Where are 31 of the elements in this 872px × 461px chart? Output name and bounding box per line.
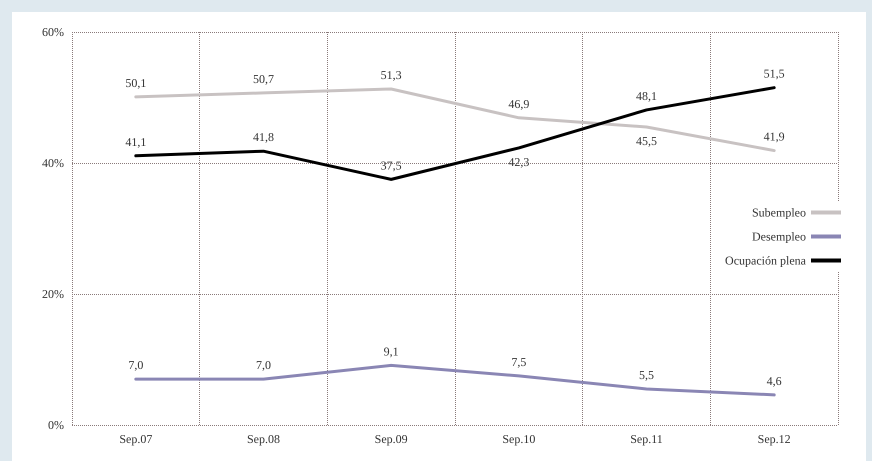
y-tick-label: 40% [42, 156, 64, 170]
data-label: 41,8 [253, 130, 274, 144]
y-tick-label: 60% [42, 25, 64, 39]
data-label: 4,6 [766, 374, 782, 388]
data-label: 46,9 [508, 96, 530, 111]
data-label: 50,1 [125, 76, 146, 90]
y-tick-label: 20% [42, 287, 64, 301]
data-label: 5,5 [639, 368, 654, 382]
legend-label: Desempleo [752, 230, 806, 244]
data-label: 48,1 [636, 88, 657, 103]
legend-label: Ocupación plena [725, 254, 807, 268]
x-tick-label: Sep.10 [502, 432, 536, 446]
data-label: 9,1 [384, 344, 399, 358]
data-label: 37,5 [380, 158, 402, 172]
y-tick-label: 0% [48, 418, 64, 432]
data-label: 51,3 [380, 68, 402, 82]
data-label: 42,3 [508, 154, 530, 169]
data-label: 45,5 [636, 134, 657, 148]
x-tick-label: Sep.09 [374, 432, 408, 446]
data-label: 50,7 [253, 72, 274, 86]
data-label: 7,5 [511, 354, 526, 369]
x-tick-label: Sep.07 [119, 432, 152, 446]
legend-label: Subempleo [752, 206, 806, 220]
data-label: 51,5 [764, 66, 785, 81]
x-tick-label: Sep.11 [630, 432, 663, 446]
x-tick-label: Sep.08 [247, 432, 280, 446]
data-label: 7,0 [128, 358, 144, 372]
x-tick-label: Sep.12 [758, 432, 791, 446]
data-label: 41,1 [125, 134, 146, 149]
data-label: 41,9 [764, 130, 785, 144]
data-label: 7,0 [256, 358, 271, 372]
